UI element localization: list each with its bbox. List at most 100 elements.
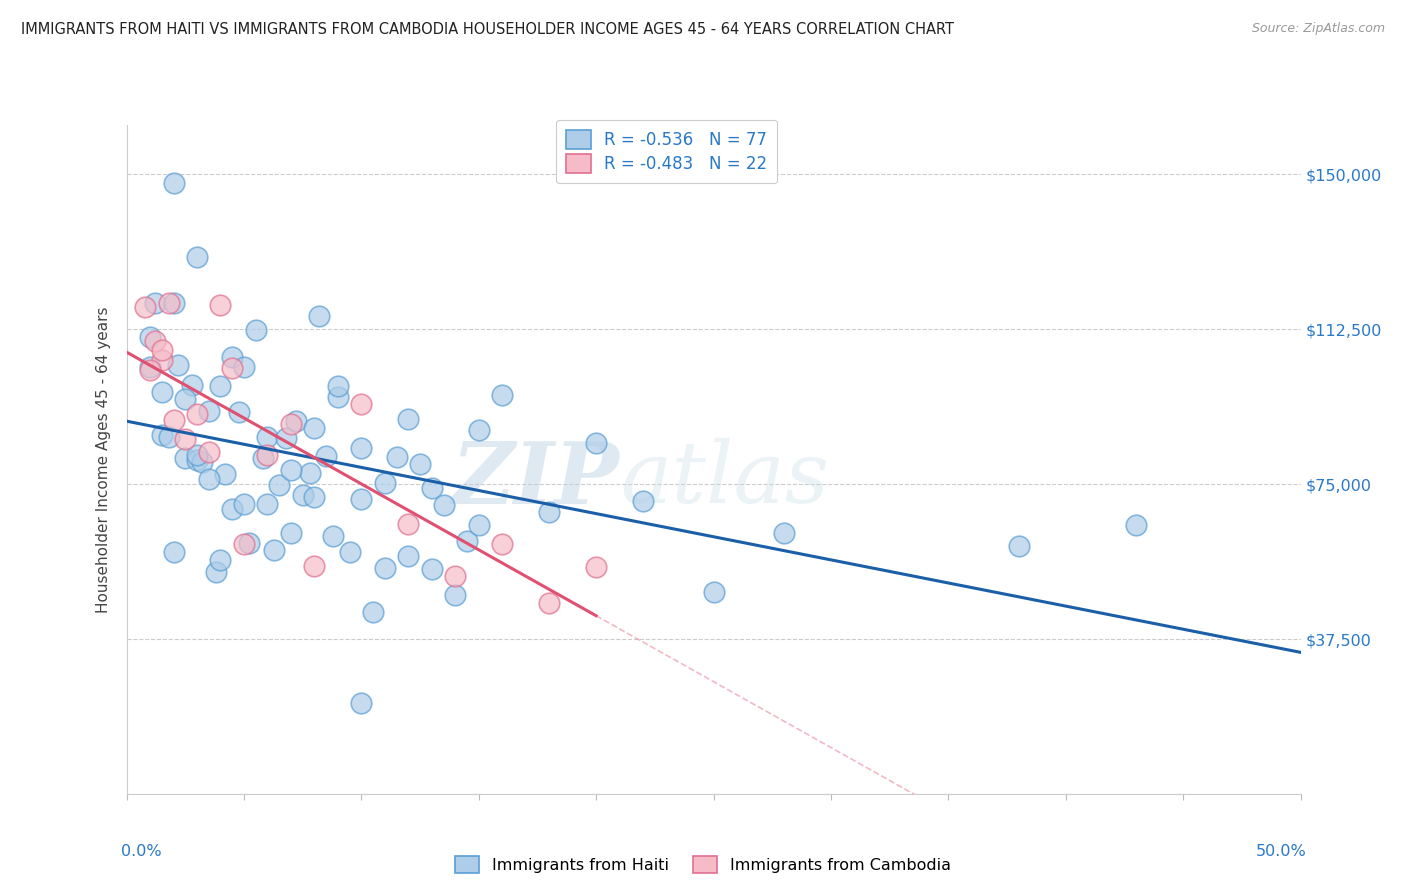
Point	[221, 361, 243, 376]
Point	[280, 463, 302, 477]
Point	[134, 300, 156, 314]
Point	[174, 451, 197, 466]
Point	[221, 502, 243, 516]
Point	[150, 385, 173, 400]
Point	[174, 392, 197, 406]
Point	[456, 534, 478, 549]
Point	[491, 537, 513, 551]
Point	[284, 413, 307, 427]
Point	[420, 481, 443, 495]
Point	[197, 444, 219, 458]
Point	[143, 334, 166, 348]
Point	[631, 494, 654, 508]
Point	[1008, 539, 1031, 553]
Point	[396, 516, 419, 531]
Point	[186, 407, 208, 421]
Point	[162, 296, 184, 310]
Point	[1125, 518, 1147, 533]
Legend: Immigrants from Haiti, Immigrants from Cambodia: Immigrants from Haiti, Immigrants from C…	[449, 849, 957, 880]
Point	[350, 696, 373, 710]
Point	[167, 358, 190, 372]
Point	[409, 457, 432, 471]
Point	[280, 417, 302, 431]
Point	[280, 525, 302, 540]
Point	[252, 450, 274, 465]
Point	[233, 360, 256, 375]
Point	[209, 552, 232, 566]
Point	[315, 450, 337, 464]
Point	[432, 498, 454, 512]
Point	[773, 526, 796, 541]
Point	[256, 448, 278, 462]
Point	[157, 296, 180, 310]
Point	[209, 379, 232, 393]
Text: Source: ZipAtlas.com: Source: ZipAtlas.com	[1251, 22, 1385, 36]
Point	[197, 403, 219, 417]
Legend: R = -0.536   N = 77, R = -0.483   N = 22: R = -0.536 N = 77, R = -0.483 N = 22	[555, 120, 778, 184]
Point	[233, 537, 256, 551]
Point	[350, 441, 373, 455]
Point	[162, 544, 184, 558]
Point	[298, 467, 321, 481]
Point	[186, 250, 208, 264]
Point	[420, 561, 443, 575]
Point	[585, 559, 607, 574]
Point	[396, 549, 419, 564]
Point	[444, 588, 467, 602]
Point	[361, 605, 384, 619]
Text: 50.0%: 50.0%	[1256, 844, 1306, 859]
Point	[162, 413, 184, 427]
Point	[139, 362, 162, 376]
Point	[350, 397, 373, 411]
Point	[491, 388, 513, 402]
Point	[269, 478, 291, 492]
Point	[174, 432, 197, 446]
Point	[308, 309, 330, 323]
Point	[143, 296, 166, 310]
Point	[322, 529, 344, 543]
Point	[238, 535, 260, 549]
Text: atlas: atlas	[620, 438, 828, 521]
Point	[385, 450, 408, 464]
Point	[256, 430, 278, 444]
Point	[444, 569, 467, 583]
Point	[339, 544, 361, 558]
Point	[467, 517, 489, 532]
Point	[326, 390, 349, 404]
Point	[162, 176, 184, 190]
Point	[263, 542, 285, 557]
Text: IMMIGRANTS FROM HAITI VS IMMIGRANTS FROM CAMBODIA HOUSEHOLDER INCOME AGES 45 - 6: IMMIGRANTS FROM HAITI VS IMMIGRANTS FROM…	[21, 22, 955, 37]
Point	[150, 353, 173, 368]
Point	[139, 329, 162, 343]
Point	[233, 497, 256, 511]
Point	[467, 423, 489, 437]
Point	[326, 378, 349, 392]
Point	[245, 323, 267, 337]
Point	[538, 596, 561, 610]
Text: ZIP: ZIP	[451, 438, 620, 521]
Point	[304, 559, 326, 574]
Point	[190, 455, 212, 469]
Point	[221, 351, 243, 365]
Point	[186, 448, 208, 462]
Point	[350, 492, 373, 507]
Point	[585, 435, 607, 450]
Point	[256, 497, 278, 511]
Point	[197, 472, 219, 486]
Point	[396, 412, 419, 426]
Point	[150, 428, 173, 442]
Y-axis label: Householder Income Ages 45 - 64 years: Householder Income Ages 45 - 64 years	[96, 306, 111, 613]
Point	[702, 585, 725, 599]
Point	[304, 491, 326, 505]
Point	[276, 431, 298, 445]
Point	[157, 430, 180, 444]
Point	[374, 560, 396, 574]
Point	[204, 566, 226, 580]
Point	[214, 467, 236, 482]
Text: 0.0%: 0.0%	[121, 844, 162, 859]
Point	[150, 343, 173, 357]
Point	[374, 475, 396, 490]
Point	[538, 505, 561, 519]
Point	[291, 488, 314, 502]
Point	[186, 453, 208, 467]
